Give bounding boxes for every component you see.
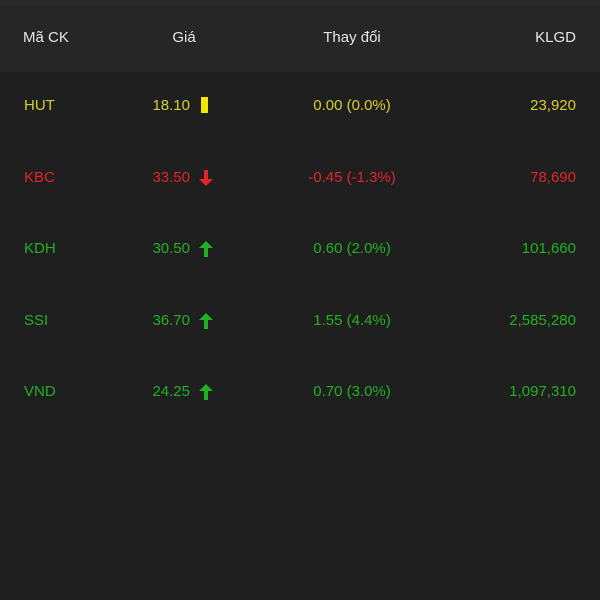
stock-change: 0.60 (2.0%) — [313, 240, 391, 257]
stock-price: 24.25 — [152, 383, 190, 400]
stock-row-kbc[interactable]: KBC 33.50 -0.45 (-1.3%) 78,690 — [0, 144, 600, 216]
status-strip — [0, 0, 600, 5]
stock-row-vnd[interactable]: VND 24.25 0.70 (3.0%) 1,097,310 — [0, 358, 600, 430]
stock-volume: 23,920 — [530, 97, 576, 114]
stock-volume: 1,097,310 — [509, 383, 576, 400]
stock-volume: 2,585,280 — [509, 311, 576, 329]
stock-price: 36.70 — [152, 311, 190, 329]
stock-code: KBC — [24, 168, 55, 186]
reference-bar-icon — [198, 97, 214, 115]
stock-price: 30.50 — [152, 240, 190, 257]
stock-code: SSI — [24, 311, 49, 329]
stock-volume: 78,690 — [530, 168, 576, 186]
stock-volume: 101,660 — [521, 240, 576, 257]
stock-change: -0.45 (-1.3%) — [308, 168, 396, 186]
arrow-up-icon — [198, 240, 214, 258]
header-price[interactable]: Giá — [172, 29, 196, 46]
stock-change: 1.55 (4.4%) — [313, 311, 391, 329]
stock-row-ssi[interactable]: SSI 36.70 1.55 (4.4%) 2,585,280 — [0, 287, 600, 359]
arrow-down-icon — [198, 169, 214, 187]
stock-row-hut[interactable]: HUT 18.10 0.00 (0.0%) 23,920 — [0, 72, 600, 144]
stock-list: HUT 18.10 0.00 (0.0%) 23,920 KBC 33.50 -… — [0, 72, 600, 430]
header-code[interactable]: Mã CK — [23, 29, 69, 46]
stock-code: KDH — [24, 240, 56, 257]
table-header: Mã CK Giá Thay đổi KLGD — [0, 5, 600, 72]
header-change[interactable]: Thay đổi — [323, 29, 381, 46]
stock-row-kdh[interactable]: KDH 30.50 0.60 (2.0%) 101,660 — [0, 215, 600, 287]
header-volume[interactable]: KLGD — [535, 29, 576, 46]
arrow-up-icon — [198, 312, 214, 330]
stock-change: 0.70 (3.0%) — [313, 383, 391, 400]
stock-price: 18.10 — [152, 97, 190, 114]
stock-price: 33.50 — [152, 168, 190, 186]
arrow-up-icon — [198, 383, 214, 401]
stock-change: 0.00 (0.0%) — [313, 97, 391, 114]
stock-code: HUT — [24, 97, 55, 114]
stock-code: VND — [24, 383, 56, 400]
